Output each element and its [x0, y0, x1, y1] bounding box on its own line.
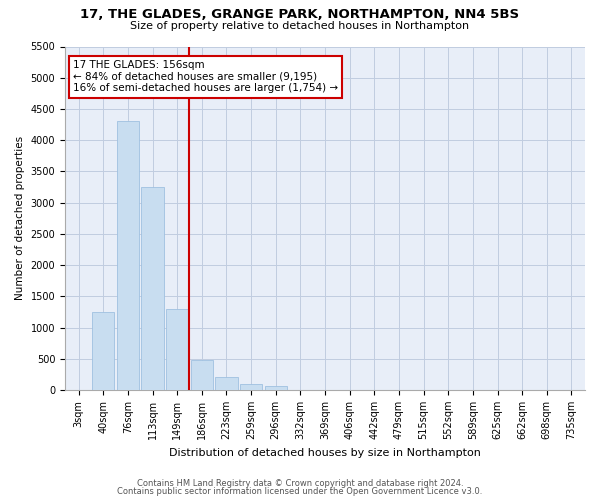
- Y-axis label: Number of detached properties: Number of detached properties: [15, 136, 25, 300]
- Bar: [92, 312, 115, 390]
- Bar: [117, 122, 139, 390]
- Bar: [215, 377, 238, 390]
- Bar: [166, 309, 188, 390]
- X-axis label: Distribution of detached houses by size in Northampton: Distribution of detached houses by size …: [169, 448, 481, 458]
- Text: 17, THE GLADES, GRANGE PARK, NORTHAMPTON, NN4 5BS: 17, THE GLADES, GRANGE PARK, NORTHAMPTON…: [80, 8, 520, 20]
- Bar: [191, 360, 213, 390]
- Text: Contains HM Land Registry data © Crown copyright and database right 2024.: Contains HM Land Registry data © Crown c…: [137, 478, 463, 488]
- Bar: [265, 386, 287, 390]
- Bar: [240, 384, 262, 390]
- Bar: [142, 187, 164, 390]
- Text: Contains public sector information licensed under the Open Government Licence v3: Contains public sector information licen…: [118, 487, 482, 496]
- Text: Size of property relative to detached houses in Northampton: Size of property relative to detached ho…: [130, 21, 470, 31]
- Text: 17 THE GLADES: 156sqm
← 84% of detached houses are smaller (9,195)
16% of semi-d: 17 THE GLADES: 156sqm ← 84% of detached …: [73, 60, 338, 94]
